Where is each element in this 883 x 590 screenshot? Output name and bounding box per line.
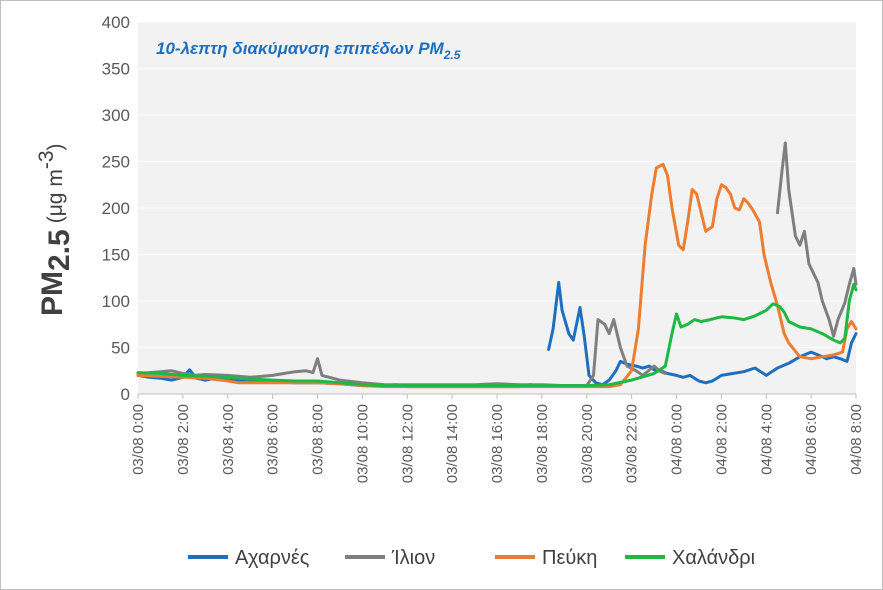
chart-title-main: 10-λεπτη διακύμανση επιπέδων PM	[156, 39, 445, 58]
y-tick-label: 150	[102, 246, 130, 265]
y-tick-label: 0	[121, 385, 130, 404]
x-tick-label: 03/08 0:00	[130, 404, 147, 475]
y-axis-label-main: PM	[36, 271, 69, 316]
y-tick-label: 50	[111, 339, 130, 358]
x-tick-label: 03/08 6:00	[265, 404, 282, 475]
y-axis-label: PM2.5 (μg m-3)	[35, 143, 76, 316]
legend-label: Πεύκη	[542, 547, 597, 569]
x-tick-label: 03/08 20:00	[579, 404, 596, 483]
y-axis-label-unit-superscript: -3	[35, 150, 58, 169]
x-tick-label: 03/08 8:00	[310, 404, 327, 475]
chart-title: 10-λεπτη διακύμανση επιπέδων PM2.5	[156, 39, 461, 62]
x-tick-label: 03/08 16:00	[489, 404, 506, 483]
x-tick-label: 04/08 2:00	[713, 404, 730, 475]
x-tick-label: 03/08 10:00	[354, 404, 371, 483]
x-tick-label: 03/08 2:00	[175, 404, 192, 475]
x-axis-ticks: 03/08 0:00 03/08 2:00 03/08 4:00 03/08 6:00…	[130, 394, 865, 483]
y-axis-label-unit: (μg m	[44, 169, 67, 223]
x-tick-label: 04/08 0:00	[669, 404, 686, 475]
x-tick-label: 03/08 14:00	[444, 404, 461, 483]
x-tick-label: 03/08 22:00	[624, 404, 641, 483]
legend: Αχαρνές Ίλιον Πεύκη Χαλάνδρι	[188, 547, 755, 569]
x-tick-label: 04/08 8:00	[848, 404, 865, 475]
y-tick-label: 200	[102, 199, 130, 218]
x-tick-label: 04/08 4:00	[758, 404, 775, 475]
y-tick-label: 350	[102, 60, 130, 79]
y-tick-label: 300	[102, 106, 130, 125]
y-tick-label: 400	[102, 13, 130, 32]
legend-label: Χαλάνδρι	[672, 547, 755, 569]
x-tick-label: 03/08 18:00	[534, 404, 551, 483]
y-axis-label-unit-close: )	[44, 143, 67, 150]
series-line-1-segment-2	[547, 280, 858, 387]
series-lines	[136, 141, 858, 389]
legend-label: Αχαρνές	[235, 547, 310, 569]
x-tick-label: 03/08 4:00	[220, 404, 237, 475]
y-tick-label: 250	[102, 153, 130, 172]
y-axis-label-subscript: 2.5	[43, 229, 76, 271]
x-tick-label: 03/08 12:00	[399, 404, 416, 483]
series-line-2-segment-2	[776, 141, 858, 338]
y-axis-ticks: 0 50 100 150 200 250 300 350 400	[102, 13, 130, 404]
x-tick-label: 04/08 6:00	[803, 404, 820, 475]
series-line-4-segment-1	[136, 282, 858, 388]
legend-label: Ίλιον	[391, 547, 435, 569]
y-tick-label: 100	[102, 292, 130, 311]
chart-title-subscript: 2.5	[443, 48, 461, 62]
